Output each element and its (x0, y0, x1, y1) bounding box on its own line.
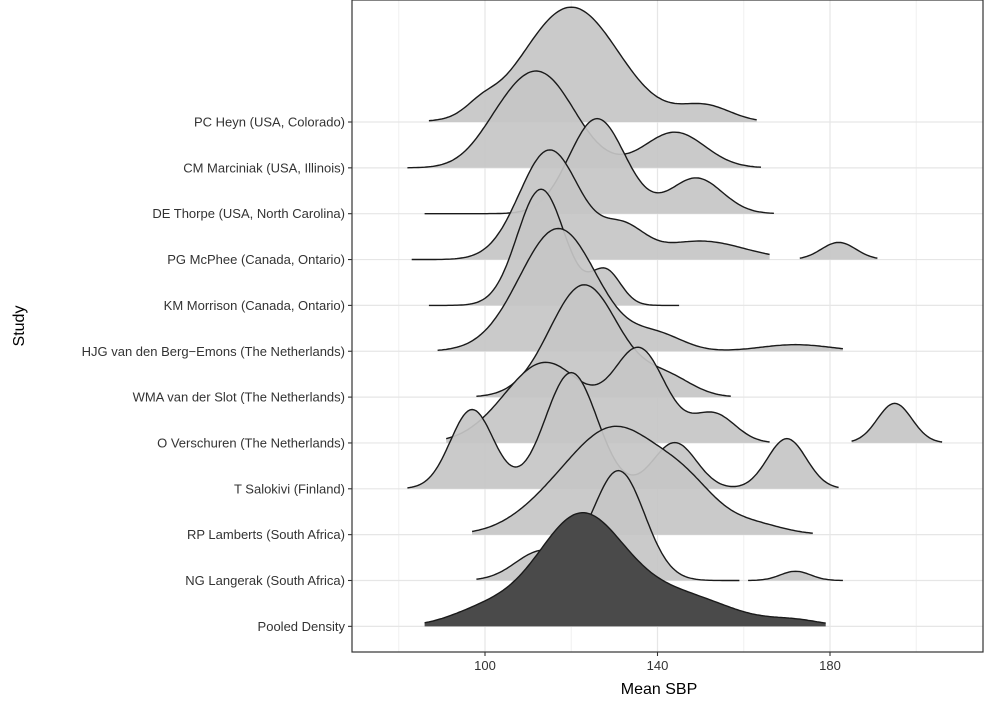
y-tick-label: KM Morrison (Canada, Ontario) (164, 298, 345, 313)
study-density-ridge (407, 70, 762, 169)
x-tick-label: 100 (474, 658, 496, 673)
y-tick-label: PG McPhee (Canada, Ontario) (167, 252, 345, 267)
ridge-fill (424, 512, 826, 627)
y-tick-label: WMA van der Slot (The Netherlands) (133, 390, 345, 405)
study-density-ridge (437, 227, 843, 352)
y-tick-label: CM Marciniak (USA, Illinois) (183, 160, 345, 175)
ridge-outline (748, 570, 843, 582)
x-tick-label: 140 (647, 658, 669, 673)
ridge-outline (428, 188, 680, 307)
y-tick-label: RP Lamberts (South Africa) (187, 527, 345, 542)
ridge-fill (437, 228, 843, 352)
y-axis-title: Study (11, 306, 28, 347)
study-density-ridge (424, 117, 774, 215)
pooled-density-ridge (424, 512, 826, 627)
x-tick-label: 180 (819, 658, 841, 673)
density-ridges (407, 6, 943, 627)
ridge-fill (407, 372, 839, 489)
ridge-outline (476, 469, 740, 582)
ridge-outline (411, 149, 770, 261)
plot-panel-border (351, 0, 984, 653)
study-density-ridge (471, 425, 813, 535)
y-tick-labels: PC Heyn (USA, Colorado) CM Marciniak (USA… (82, 115, 352, 634)
y-tick-label: PC Heyn (USA, Colorado) (194, 115, 345, 130)
ridge-fill (407, 71, 761, 168)
ridge-outline (799, 241, 878, 259)
ridge-fill (799, 242, 878, 260)
ridge-outline (851, 402, 943, 443)
ridge-outline (437, 227, 843, 351)
ridge-outline (446, 346, 770, 443)
study-density-ridge (411, 149, 878, 261)
y-tick-label: HJG van den Berg−Emons (The Netherlands) (82, 344, 345, 359)
x-axis-title: Mean SBP (621, 681, 697, 698)
ridge-fill (851, 403, 943, 443)
y-tick-label: Pooled Density (258, 619, 346, 634)
x-tick-labels: 100 140 180 (474, 652, 841, 673)
ridge-fill (446, 347, 770, 443)
y-tick-label: T Salokivi (Finland) (234, 481, 345, 496)
study-density-ridge (446, 346, 943, 443)
ridge-outline (471, 425, 813, 534)
ridge-fill (411, 149, 770, 260)
y-tick-label: NG Langerak (South Africa) (185, 573, 345, 588)
y-tick-label: DE Thorpe (USA, North Carolina) (152, 206, 345, 221)
ridge-outline (428, 6, 757, 122)
y-tick-label: O Verschuren (The Netherlands) (157, 435, 345, 450)
plot-panel-background (352, 0, 984, 652)
ridge-outline (407, 70, 762, 169)
ridge-fill (424, 118, 774, 214)
ridge-outline (424, 117, 774, 215)
ridge-outline (424, 512, 826, 624)
